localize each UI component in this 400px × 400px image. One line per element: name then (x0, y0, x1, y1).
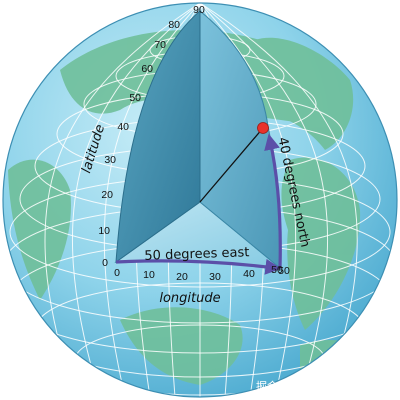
lat-tick-90: 90 (193, 4, 205, 16)
lon-end-mark: 50 (278, 265, 290, 277)
lat-tick-40: 40 (117, 121, 129, 133)
longitude-tick-labels: 0 10 20 30 40 50 (114, 264, 283, 283)
east-arc-label: 50 degrees east (144, 245, 249, 264)
latitude-arrow (264, 133, 282, 269)
lon-tick-0: 0 (114, 267, 120, 279)
lat-tick-30: 30 (104, 154, 116, 166)
land-south (120, 307, 243, 385)
center-to-point-line (199, 127, 264, 203)
lat-tick-60: 60 (141, 63, 153, 75)
land-west (8, 159, 71, 300)
latitude-tick-labels: 0 10 20 30 40 50 60 70 80 90 (98, 4, 205, 269)
lat-tick-70: 70 (154, 39, 166, 51)
lat-tick-0: 0 (102, 257, 108, 269)
lon-tick-50: 50 (271, 264, 283, 276)
land-africa (281, 157, 361, 330)
wedge-left-face (115, 9, 201, 264)
lon-tick-40: 40 (243, 268, 255, 280)
longitude-arrow (115, 258, 282, 275)
lat-tick-10: 10 (98, 225, 110, 237)
location-point (257, 122, 269, 134)
lon-tick-10: 10 (143, 269, 155, 281)
land-europe (255, 37, 354, 150)
lon-tick-30: 30 (209, 271, 221, 283)
lon-tick-20: 20 (176, 271, 188, 283)
lat-tick-50: 50 (129, 92, 141, 104)
lat-tick-20: 20 (101, 189, 113, 201)
land-southeast (300, 340, 370, 384)
watermark-text: 掘金技术社区 @ 攻城师不浪 (256, 379, 395, 393)
longitude-label: longitude (159, 291, 220, 306)
lat-tick-80: 80 (168, 19, 180, 31)
